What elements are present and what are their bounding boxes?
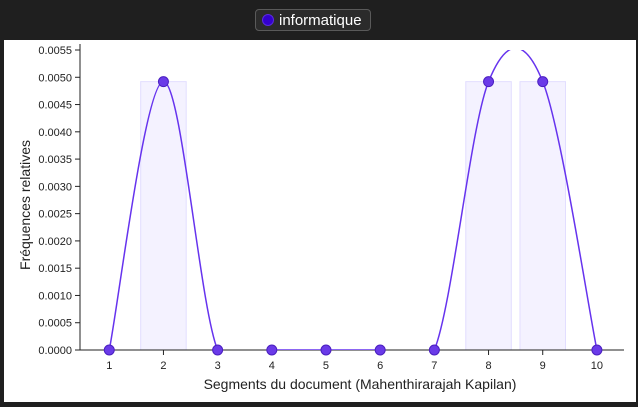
- legend-dot-icon: [262, 14, 274, 26]
- x-tick-label: 7: [431, 360, 437, 372]
- x-tick-label: 3: [215, 360, 221, 372]
- series-line-informatique: [108, 50, 598, 350]
- x-tick-label: 6: [377, 360, 383, 372]
- x-tick-label: 5: [323, 360, 329, 372]
- data-point-6: [374, 344, 386, 356]
- bars-layer: [140, 81, 566, 351]
- x-axis-title: Segments du document (Mahenthirarajah Ka…: [204, 376, 517, 392]
- y-tick-label: 0.0055: [38, 45, 72, 57]
- y-tick-label: 0.0025: [38, 209, 72, 221]
- data-point-1: [103, 344, 115, 356]
- data-point-3: [212, 344, 224, 356]
- y-axis-title: Fréquences relatives: [17, 140, 33, 270]
- chart-panel: 0.0000 0.0005 0.0010 0.0015 0.0020 0.0025 0.00…: [4, 40, 636, 402]
- bar-9: [519, 81, 566, 351]
- data-point-10: [591, 344, 603, 356]
- x-tick-label: 8: [485, 360, 491, 372]
- x-tick-label: 1: [106, 360, 112, 372]
- x-tick-label: 2: [160, 360, 166, 372]
- y-tick-label: 0.0015: [38, 263, 72, 275]
- y-tick-label: 0.0045: [38, 100, 72, 112]
- legend-label: informatique: [279, 11, 362, 29]
- data-point-9: [537, 76, 549, 88]
- y-tick-label: 0.0005: [38, 318, 72, 330]
- data-point-8: [483, 76, 495, 88]
- points-layer: [103, 76, 603, 356]
- y-tick-label: 0.0030: [38, 181, 72, 193]
- chart-svg: 0.0000 0.0005 0.0010 0.0015 0.0020 0.0025 0.00…: [17, 44, 624, 392]
- data-point-5: [320, 344, 332, 356]
- y-tick-label: 0.0035: [38, 154, 72, 166]
- legend-item-informatique[interactable]: informatique: [255, 9, 371, 31]
- x-tick-label: 10: [591, 360, 603, 372]
- x-tick-label: 9: [540, 360, 546, 372]
- line-layer: [108, 50, 598, 350]
- y-tick-label: 0.0040: [38, 127, 72, 139]
- y-tick-label: 0.0000: [38, 345, 72, 357]
- y-tick-label: 0.0050: [38, 72, 72, 84]
- y-tick-label: 0.0010: [38, 290, 72, 302]
- x-tick-label: 4: [269, 360, 275, 372]
- data-point-4: [266, 344, 278, 356]
- top-bar: informatique: [0, 0, 638, 40]
- y-tick-label: 0.0020: [38, 236, 72, 248]
- x-axis: 1 2 3 4 5 6 7 8 9 10: [80, 349, 624, 372]
- y-axis: 0.0000 0.0005 0.0010 0.0015 0.0020 0.0025 0.00…: [38, 44, 81, 357]
- bar-8: [465, 81, 512, 351]
- data-point-2: [157, 76, 169, 88]
- data-point-7: [428, 344, 440, 356]
